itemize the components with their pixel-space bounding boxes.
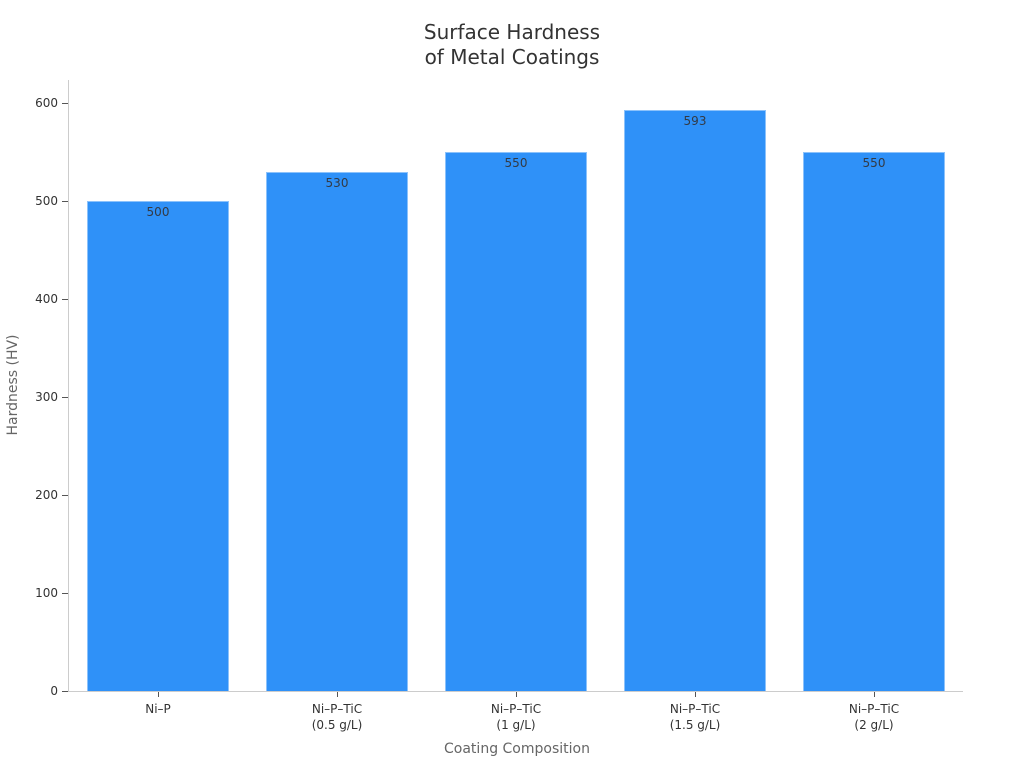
x-tick-mark — [337, 692, 338, 697]
y-tick-label: 500 — [35, 194, 58, 208]
x-tick-label-line: (0.5 g/L) — [311, 718, 363, 732]
bar — [803, 152, 945, 691]
x-tick-label-line: (1.5 g/L) — [669, 718, 721, 732]
x-tick-label: Ni–P–TiC (1.5 g/L) — [615, 701, 775, 733]
y-tick-mark — [62, 201, 68, 202]
x-tick-label: Ni–P–TiC (2 g/L) — [794, 701, 954, 733]
x-tick-label-line: Ni–P–TiC — [490, 702, 542, 716]
y-tick-mark — [62, 495, 68, 496]
chart-title: Surface Hardness of Metal Coatings — [0, 20, 1024, 70]
x-tick-mark — [874, 692, 875, 697]
chart-title-line-2: of Metal Coatings — [424, 45, 600, 69]
x-tick-label: Ni–P — [78, 701, 238, 717]
bar — [266, 172, 408, 691]
x-tick-label: Ni–P–TiC (1 g/L) — [436, 701, 596, 733]
y-tick-label: 200 — [35, 488, 58, 502]
x-tick-label-line: (1 g/L) — [496, 718, 536, 732]
x-axis-title: Coating Composition — [444, 741, 590, 757]
bar-value-label: 550 — [862, 156, 886, 170]
bar — [624, 110, 766, 691]
y-tick-mark — [62, 299, 68, 300]
x-tick-mark — [695, 692, 696, 697]
x-tick-label-line: Ni–P–TiC — [311, 702, 363, 716]
x-tick-label-line: Ni–P–TiC — [669, 702, 721, 716]
y-tick-label: 0 — [50, 684, 58, 698]
y-tick-mark — [62, 593, 68, 594]
bar-value-label: 530 — [325, 176, 349, 190]
y-tick-label: 400 — [35, 292, 58, 306]
y-tick-mark — [62, 103, 68, 104]
y-axis-line — [68, 80, 69, 692]
x-tick-label-line: Ni–P — [145, 702, 171, 716]
bar-value-label: 593 — [683, 114, 707, 128]
bar-value-label: 550 — [504, 156, 528, 170]
x-tick-label: Ni–P–TiC (0.5 g/L) — [257, 701, 417, 733]
x-tick-mark — [158, 692, 159, 697]
x-tick-mark — [516, 692, 517, 697]
chart-title-line-1: Surface Hardness — [423, 20, 601, 44]
y-tick-label: 300 — [35, 390, 58, 404]
y-tick-label: 600 — [35, 96, 58, 110]
x-axis-line — [68, 691, 963, 692]
y-tick-mark — [62, 691, 68, 692]
bar — [87, 201, 229, 691]
x-tick-label-line: (2 g/L) — [854, 718, 894, 732]
y-tick-mark — [62, 397, 68, 398]
x-tick-label-line: Ni–P–TiC — [848, 702, 900, 716]
y-tick-label: 100 — [35, 586, 58, 600]
bar-value-label: 500 — [146, 205, 170, 219]
y-axis-title: Hardness (HV) — [5, 334, 21, 436]
bar — [445, 152, 587, 691]
